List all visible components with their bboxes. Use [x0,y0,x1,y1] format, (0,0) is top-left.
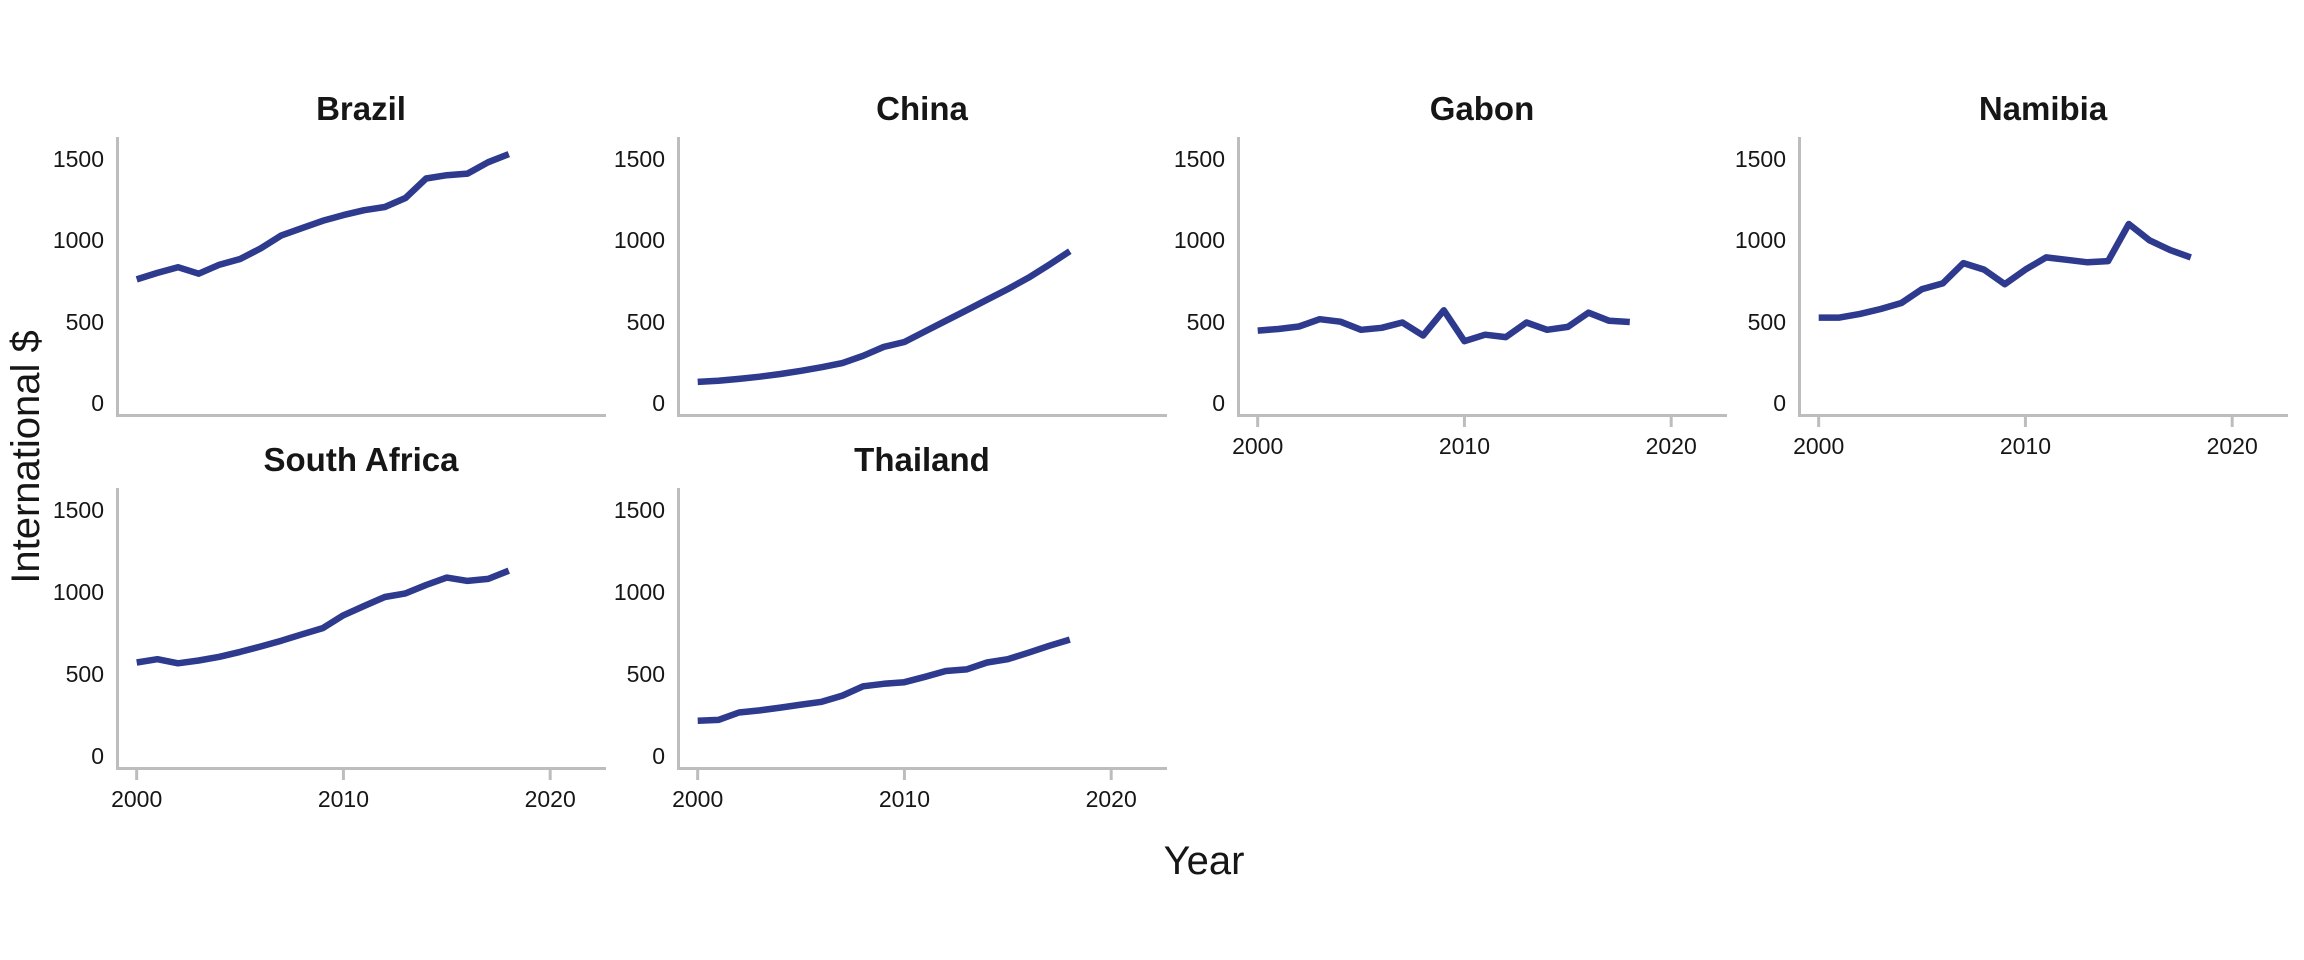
x-tick-label-gabon-2020: 2020 [1645,433,1697,459]
y-tick-label-namibia-500: 500 [1747,308,1786,335]
y-axis-title: International $ [4,330,48,584]
x-axis-title: Year [1163,839,1245,883]
plot-thailand [677,488,1167,780]
y-tick-label-namibia-1500: 1500 [1734,145,1786,172]
x-tick-label-thailand-2010: 2010 [878,786,930,812]
plot-china [677,137,1167,417]
y-tick-label-namibia-1000: 1000 [1734,227,1786,254]
y-tick-label-thailand-0: 0 [652,742,665,769]
y-tick-label-brazil-500: 500 [65,308,104,335]
y-tick-label-south-africa-0: 0 [91,742,104,769]
x-tick-label-gabon-2000: 2000 [1232,433,1284,459]
x-tick-label-namibia-2020: 2020 [2206,433,2258,459]
plot-south-africa [116,488,606,780]
data-line-china [697,248,1072,386]
panel-title-south-africa: South Africa [263,441,459,478]
y-tick-label-brazil-0: 0 [91,390,104,416]
y-tick-label-thailand-1000: 1000 [613,579,665,606]
x-tick-label-thailand-2000: 2000 [672,786,724,812]
y-tick-label-china-1000: 1000 [613,227,665,254]
y-tick-label-south-africa-1000: 1000 [52,579,104,606]
x-tick-label-namibia-2000: 2000 [1793,433,1845,459]
plot-gabon [1237,137,1727,427]
data-line-namibia [1818,220,2192,321]
y-tick-label-namibia-0: 0 [1773,390,1786,416]
data-line-thailand [697,636,1071,724]
plot-namibia [1798,137,2288,427]
x-tick-label-gabon-2010: 2010 [1438,433,1490,459]
y-tick-label-brazil-1500: 1500 [52,145,104,172]
y-tick-label-south-africa-500: 500 [65,660,104,687]
panel-title-gabon: Gabon [1429,90,1535,127]
y-tick-label-south-africa-1500: 1500 [52,497,104,524]
data-line-gabon [1257,307,1630,345]
y-tick-label-brazil-1000: 1000 [52,227,104,254]
data-line-brazil [135,151,510,283]
y-tick-label-china-0: 0 [652,390,665,416]
y-tick-label-china-500: 500 [626,308,665,335]
y-tick-label-gabon-1000: 1000 [1173,227,1225,254]
panel-title-namibia: Namibia [1978,90,2108,127]
y-tick-label-thailand-500: 500 [626,660,665,687]
data-line-south-africa [136,567,511,667]
y-tick-label-china-1500: 1500 [613,145,665,172]
panel-title-china: China [876,90,968,127]
y-tick-label-thailand-1500: 1500 [613,497,665,524]
x-tick-label-thailand-2020: 2020 [1085,786,1137,812]
x-tick-label-south-africa-2000: 2000 [111,786,163,812]
y-tick-label-gabon-1500: 1500 [1173,145,1225,172]
x-tick-label-south-africa-2020: 2020 [524,786,576,812]
panel-title-thailand: Thailand [854,441,990,478]
y-tick-label-gabon-0: 0 [1212,390,1225,416]
panel-title-brazil: Brazil [316,90,406,127]
x-tick-label-namibia-2010: 2010 [1999,433,2051,459]
plot-brazil [116,137,606,417]
y-tick-label-gabon-500: 500 [1186,308,1225,335]
x-tick-label-south-africa-2010: 2010 [317,786,369,812]
